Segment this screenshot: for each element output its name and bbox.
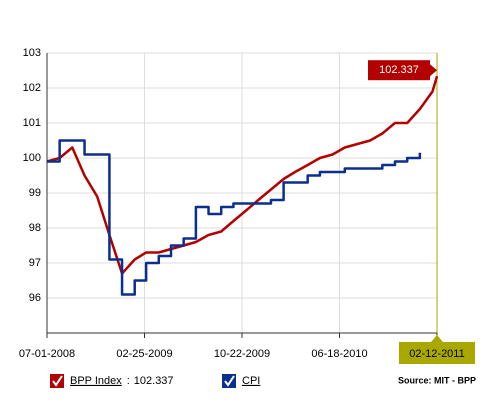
y-tick-label: 99: [29, 187, 41, 199]
y-tick-label: 102: [23, 82, 41, 94]
series-line: [47, 139, 422, 296]
y-tick-label: 97: [29, 257, 41, 269]
legend-label[interactable]: BPP Index: [70, 375, 122, 387]
x-tick-label: 10-22-2009: [214, 348, 270, 360]
y-tick-label: 96: [29, 292, 41, 304]
value-callout-box: [368, 60, 430, 81]
y-tick-label: 101: [23, 117, 41, 129]
y-tick-label: 103: [23, 47, 41, 59]
legend-check: [224, 375, 235, 387]
y-tick-label: 98: [29, 222, 41, 234]
x-tick-pointer: [431, 335, 443, 342]
y-tick-label: 100: [23, 152, 41, 164]
x-tick-label: 06-18-2010: [311, 348, 367, 360]
source: Source: MIT - BPP: [398, 375, 476, 385]
value-callout: 102.337: [379, 64, 419, 76]
value-callout-arrow: [430, 64, 437, 77]
x-tick-label: 07-01-2008: [19, 348, 75, 360]
legend-check: [52, 375, 63, 387]
x-tick-highlight: [399, 342, 475, 364]
legend-value: 102.337: [134, 375, 174, 387]
series-line: [46, 75, 439, 275]
x-tick-label: 02-25-2009: [116, 348, 172, 360]
x-tick-label: 02-12-2011: [409, 348, 464, 360]
legend-separator: :: [127, 375, 130, 387]
legend-label[interactable]: CPI: [242, 375, 260, 387]
